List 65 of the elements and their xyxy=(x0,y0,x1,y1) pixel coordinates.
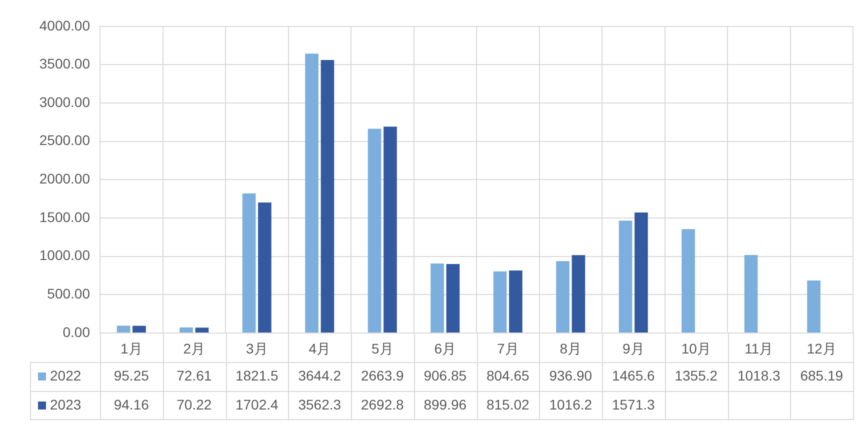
data-label: 1702.4 xyxy=(235,396,278,412)
data-label: 70.22 xyxy=(176,396,212,412)
data-label: 95.25 xyxy=(114,367,150,384)
data-label: 906.85 xyxy=(424,367,467,384)
bar xyxy=(682,229,695,332)
data-label: 804.65 xyxy=(486,367,530,384)
y-tick-label: 2500.00 xyxy=(39,132,90,148)
x-tick-label: 8月 xyxy=(560,340,582,356)
bar xyxy=(320,60,334,332)
bar xyxy=(258,202,272,332)
x-tick-label: 12月 xyxy=(806,340,836,356)
bar xyxy=(446,264,460,332)
bar xyxy=(556,261,570,332)
bar xyxy=(618,220,632,332)
bar xyxy=(744,254,758,332)
x-tick-label: 4月 xyxy=(308,340,331,356)
x-tick-label: 10月 xyxy=(681,340,711,356)
bar xyxy=(305,54,318,332)
data-label: 72.61 xyxy=(176,367,212,384)
x-tick-label: 11月 xyxy=(744,340,774,356)
x-tick-label: 3月 xyxy=(246,340,268,356)
data-label: 94.16 xyxy=(114,396,150,412)
y-tick-label: 4000.00 xyxy=(39,17,90,34)
data-label: 2663.9 xyxy=(360,367,404,384)
data-label: 1821.5 xyxy=(235,367,278,384)
y-tick-label: 0.00 xyxy=(62,324,90,340)
y-tick-label: 3500.00 xyxy=(39,56,90,72)
data-label: 1355.2 xyxy=(674,367,718,384)
bar xyxy=(807,280,820,332)
bar xyxy=(180,327,193,332)
bar xyxy=(116,326,130,332)
bar xyxy=(132,326,146,332)
y-tick-label: 2000.00 xyxy=(39,170,90,187)
x-tick-label: 1月 xyxy=(120,340,142,356)
data-label: 1571.3 xyxy=(612,396,655,412)
data-label: 815.02 xyxy=(486,396,530,412)
y-tick-label: 500.00 xyxy=(47,286,90,302)
legend-label: 2023 xyxy=(50,396,82,412)
x-tick-label: 6月 xyxy=(434,340,456,356)
x-tick-label: 5月 xyxy=(371,340,394,356)
bar xyxy=(195,328,209,332)
y-tick-label: 1500.00 xyxy=(39,208,90,225)
data-label: 3562.3 xyxy=(298,396,342,412)
data-label: 1465.6 xyxy=(612,367,655,384)
bar xyxy=(242,193,256,332)
data-label: 1016.2 xyxy=(549,396,592,412)
bar xyxy=(509,270,522,332)
data-label: 899.96 xyxy=(424,396,467,412)
x-tick-label: 7月 xyxy=(496,340,519,356)
y-tick-label: 1000.00 xyxy=(39,247,90,264)
y-tick-label: 3000.00 xyxy=(39,94,90,110)
bar xyxy=(384,126,397,332)
bar xyxy=(430,263,444,332)
bar xyxy=(368,128,382,332)
data-label: 3644.2 xyxy=(298,367,342,384)
bar xyxy=(634,212,648,332)
data-label: 685.19 xyxy=(800,367,844,384)
bar xyxy=(572,255,586,332)
bar xyxy=(493,271,507,332)
data-label: 1018.3 xyxy=(737,367,780,384)
legend-label: 2022 xyxy=(50,367,82,384)
data-label: 2692.8 xyxy=(360,396,404,412)
x-tick-label: 2月 xyxy=(183,340,206,356)
data-label: 936.90 xyxy=(549,367,592,384)
x-tick-label: 9月 xyxy=(622,340,644,356)
